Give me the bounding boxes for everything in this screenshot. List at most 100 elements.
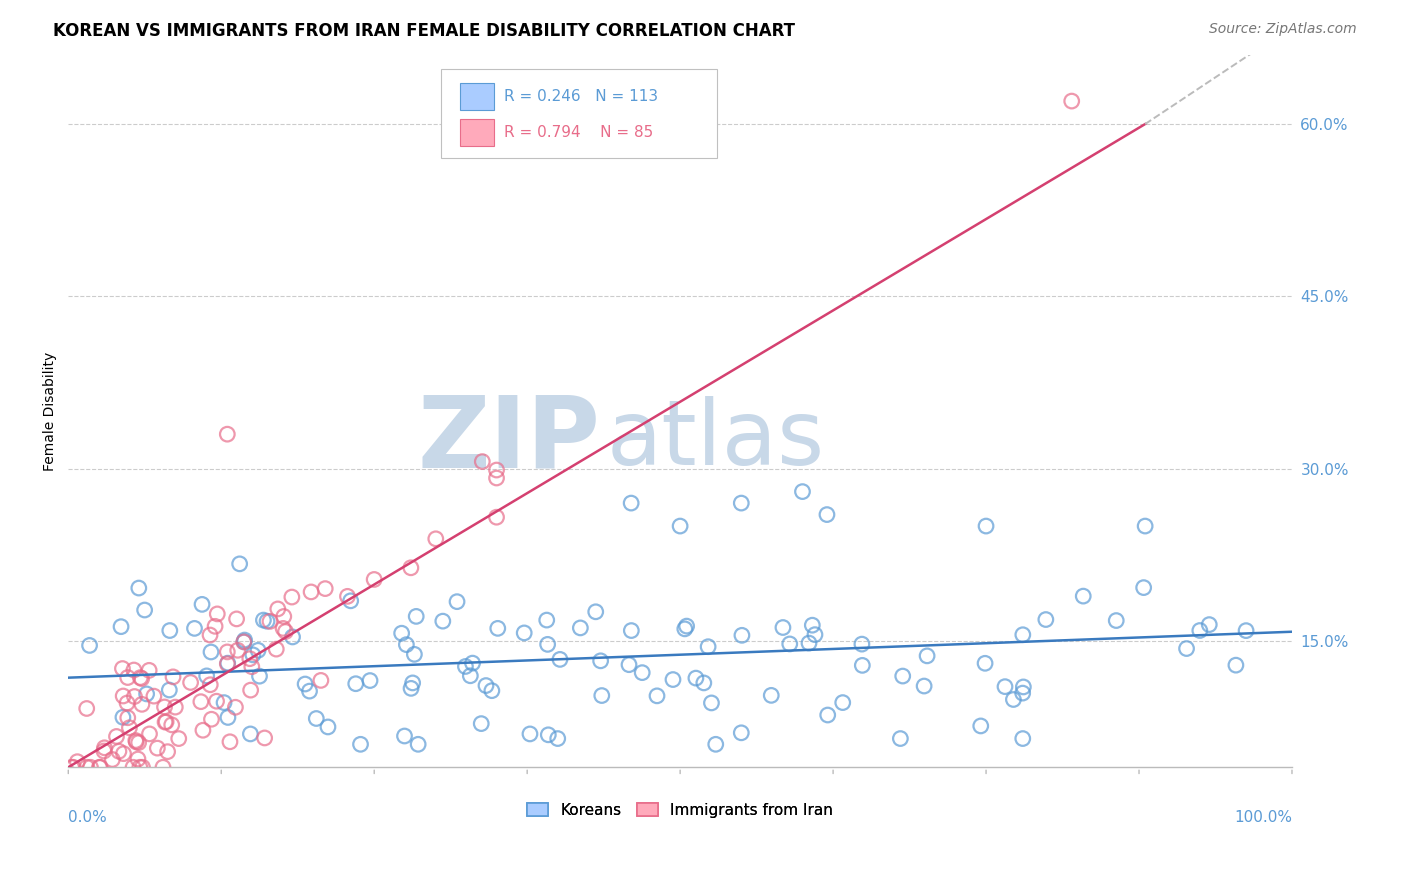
Point	[225, 612, 247, 626]
Point	[111, 710, 134, 724]
Text: 100.0%: 100.0%	[1234, 810, 1292, 825]
Point	[157, 683, 180, 698]
Point	[425, 532, 447, 546]
Point	[536, 637, 558, 651]
Point	[1188, 624, 1211, 638]
Point	[191, 723, 214, 738]
Point	[485, 463, 508, 477]
Point	[240, 659, 263, 673]
Point	[309, 673, 332, 688]
Point	[1011, 731, 1033, 746]
Point	[239, 727, 262, 741]
Point	[217, 710, 239, 724]
Point	[200, 645, 222, 659]
Point	[142, 689, 165, 703]
Point	[217, 645, 239, 659]
Text: atlas: atlas	[606, 396, 825, 483]
Point	[101, 752, 124, 766]
Point	[239, 683, 262, 698]
Point	[1035, 613, 1057, 627]
Point	[152, 760, 174, 774]
Point	[138, 727, 160, 741]
Point	[259, 615, 281, 629]
Point	[817, 708, 839, 723]
Point	[779, 637, 801, 651]
Point	[226, 643, 249, 657]
Point	[804, 627, 827, 641]
Point	[200, 712, 222, 726]
Point	[105, 730, 128, 744]
Point	[108, 744, 131, 758]
Point	[256, 614, 278, 628]
Point	[617, 657, 640, 672]
Point	[294, 677, 316, 691]
Point	[66, 755, 89, 769]
Point	[127, 752, 149, 766]
Point	[274, 624, 297, 639]
Point	[314, 582, 336, 596]
Point	[915, 648, 938, 663]
Point	[1011, 628, 1033, 642]
Point	[731, 628, 754, 642]
Point	[730, 496, 752, 510]
Point	[912, 679, 935, 693]
Point	[889, 731, 911, 746]
Point	[1071, 589, 1094, 603]
Point	[460, 669, 482, 683]
Point	[536, 613, 558, 627]
Point	[232, 635, 254, 649]
Point	[1105, 614, 1128, 628]
Point	[454, 659, 477, 673]
Text: R = 0.246   N = 113: R = 0.246 N = 113	[503, 89, 658, 104]
Point	[111, 661, 134, 675]
Point	[831, 696, 853, 710]
Y-axis label: Female Disability: Female Disability	[44, 351, 58, 471]
Point	[363, 573, 385, 587]
Point	[122, 663, 145, 677]
Point	[631, 665, 654, 680]
Point	[128, 581, 150, 595]
Point	[190, 695, 212, 709]
Point	[212, 696, 235, 710]
Point	[359, 673, 381, 688]
Point	[273, 609, 295, 624]
Text: 0.0%: 0.0%	[69, 810, 107, 825]
Point	[239, 651, 262, 665]
Point	[1011, 686, 1033, 700]
Point	[620, 624, 643, 638]
Point	[851, 637, 873, 651]
Point	[117, 711, 139, 725]
Point	[76, 701, 98, 715]
Point	[685, 671, 707, 685]
Point	[974, 657, 997, 671]
Point	[519, 727, 541, 741]
Point	[224, 700, 246, 714]
Point	[349, 737, 371, 751]
Point	[156, 745, 179, 759]
Point	[1002, 692, 1025, 706]
Point	[155, 714, 177, 729]
Point	[700, 696, 723, 710]
Point	[124, 690, 146, 704]
Point	[1175, 641, 1198, 656]
FancyBboxPatch shape	[460, 83, 494, 110]
Point	[228, 557, 250, 571]
Point	[112, 689, 135, 703]
Point	[233, 635, 256, 649]
Point	[461, 656, 484, 670]
Point	[797, 636, 820, 650]
Point	[198, 628, 221, 642]
Point	[1225, 658, 1247, 673]
Point	[191, 598, 214, 612]
Point	[339, 594, 361, 608]
Point	[485, 510, 508, 524]
Point	[994, 680, 1017, 694]
Point	[233, 633, 256, 648]
Point	[217, 427, 239, 442]
Point	[153, 700, 176, 714]
Point	[405, 609, 427, 624]
Legend: Koreans, Immigrants from Iran: Koreans, Immigrants from Iran	[520, 797, 839, 823]
Point	[125, 735, 148, 749]
Point	[267, 602, 290, 616]
Point	[79, 760, 101, 774]
